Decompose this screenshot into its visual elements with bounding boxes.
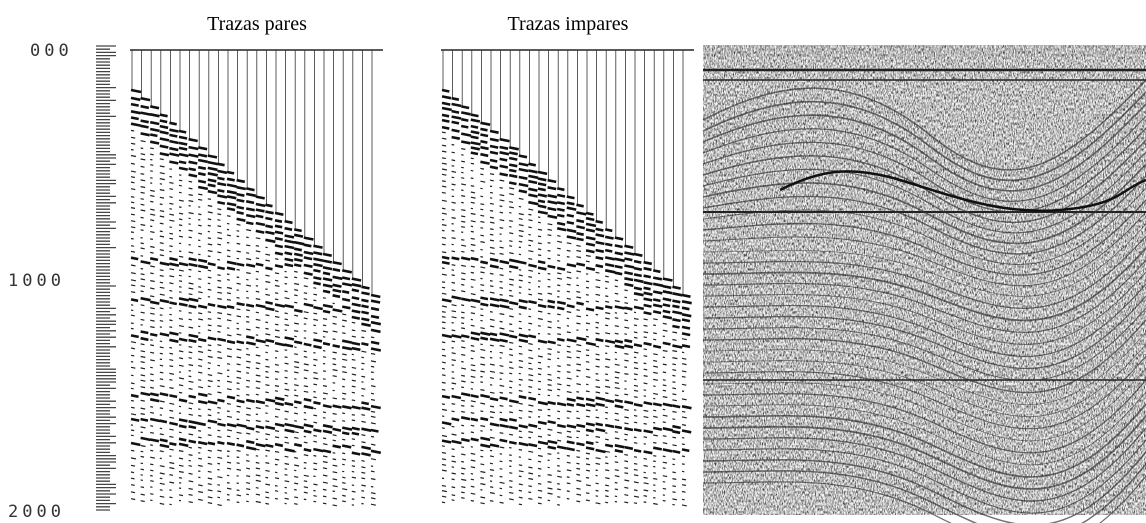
- trace-event: [567, 197, 577, 450]
- panel-title: Trazas impares: [508, 13, 629, 35]
- trace-event: [538, 172, 548, 444]
- trace-event: [323, 254, 333, 452]
- trace-wiggle: [605, 276, 610, 503]
- trace-event: [246, 188, 256, 449]
- trace-wiggle: [160, 159, 165, 505]
- trace-wiggle: [323, 298, 328, 504]
- trace-event: [198, 147, 208, 444]
- trace-wiggle: [567, 243, 572, 499]
- trace-event: [160, 115, 170, 447]
- trace-wiggle: [333, 303, 338, 506]
- trace-wiggle: [586, 256, 591, 501]
- trace-wiggle: [150, 148, 155, 501]
- trace-event: [490, 131, 500, 446]
- trace-event: [304, 238, 314, 451]
- trace-wiggle: [294, 271, 299, 504]
- trace-wiggle: [615, 280, 620, 502]
- trace-wiggle: [275, 259, 280, 499]
- trace-event: [586, 213, 596, 449]
- trace-wiggle: [480, 168, 485, 503]
- trace-wiggle: [227, 216, 232, 500]
- trace-wiggle: [304, 278, 309, 500]
- trace-wiggle: [442, 132, 447, 503]
- trace-event: [352, 279, 361, 455]
- trace-wiggle: [461, 149, 466, 499]
- trace-wiggle: [672, 332, 677, 505]
- trace-wiggle: [538, 217, 543, 504]
- axis-label: 2000: [8, 502, 65, 522]
- trace-wiggle: [256, 238, 261, 503]
- trace-event: [361, 287, 371, 456]
- scale-ticks: [96, 46, 116, 510]
- seismic-section: [703, 45, 1146, 523]
- trace-event: [265, 205, 275, 447]
- trace-event: [217, 164, 227, 444]
- trace-wiggle: [519, 198, 524, 504]
- trace-wiggle: [509, 188, 514, 500]
- axis-label: 1000: [8, 271, 65, 291]
- panel-title: Trazas pares: [207, 13, 307, 35]
- trace-wiggle: [624, 290, 629, 503]
- trace-wiggle: [682, 339, 687, 506]
- trace-wiggle: [644, 319, 649, 502]
- section-noise: [703, 45, 1146, 515]
- trace-wiggle: [528, 209, 533, 499]
- trace-wiggle: [471, 158, 476, 501]
- trace-event: [644, 262, 653, 453]
- trace-wiggle: [313, 288, 318, 502]
- trace-event: [371, 295, 381, 453]
- trace-wiggle: [198, 194, 203, 500]
- trace-event: [189, 139, 199, 442]
- trace-event: [528, 164, 538, 446]
- time-scale: [96, 46, 116, 510]
- trace-wiggle: [490, 174, 495, 502]
- trace-wiggle: [237, 224, 242, 502]
- trace-wiggle: [361, 331, 366, 504]
- trace-event: [179, 131, 189, 446]
- trace-wiggle: [169, 169, 174, 505]
- trace-event: [548, 180, 558, 448]
- axis-label: 000: [30, 41, 73, 61]
- trace-event: [682, 295, 692, 451]
- trace-event: [275, 213, 285, 446]
- trace-wiggle: [371, 337, 376, 505]
- trace-wiggle: [634, 300, 639, 504]
- trace-wiggle: [141, 141, 146, 502]
- figure: Trazas pares Trazas impares 000 1000 200…: [0, 0, 1146, 523]
- trace-event: [557, 188, 567, 448]
- trace-event: [285, 221, 295, 451]
- trace-event: [256, 197, 266, 447]
- trace-wiggle: [265, 247, 270, 504]
- trace-event: [313, 246, 323, 451]
- trace-wiggle: [217, 209, 222, 506]
- trace-wiggle: [576, 245, 581, 501]
- trace-wiggle: [452, 145, 457, 501]
- trace-event: [500, 139, 510, 441]
- trace-event: [333, 262, 343, 447]
- trace-event: [605, 229, 615, 446]
- trace-event: [624, 246, 634, 449]
- trace-panel: [130, 50, 383, 506]
- trace-panel: [441, 50, 694, 506]
- trace-wiggle: [557, 236, 562, 506]
- trace-event: [576, 205, 586, 445]
- trace-wiggle: [208, 199, 213, 504]
- trace-wiggle: [663, 323, 668, 501]
- trace-wiggle: [246, 230, 251, 502]
